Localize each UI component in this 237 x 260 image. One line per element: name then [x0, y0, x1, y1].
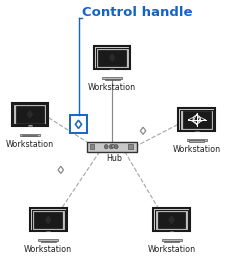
Bar: [28, 124, 32, 126]
Polygon shape: [169, 216, 174, 223]
Text: Workstation: Workstation: [6, 140, 54, 148]
Bar: [96, 48, 129, 68]
Bar: [153, 209, 190, 231]
Polygon shape: [58, 166, 64, 173]
Text: Control handle: Control handle: [82, 6, 193, 20]
Bar: [158, 212, 185, 228]
Bar: [46, 230, 50, 231]
Bar: [170, 230, 173, 231]
Bar: [14, 104, 46, 124]
Circle shape: [114, 145, 118, 149]
Bar: [187, 139, 207, 141]
Bar: [178, 108, 215, 131]
Bar: [102, 77, 122, 79]
Bar: [162, 239, 182, 241]
Bar: [180, 109, 213, 129]
Bar: [189, 140, 204, 142]
Polygon shape: [46, 216, 51, 223]
Polygon shape: [27, 111, 32, 118]
Polygon shape: [110, 54, 115, 61]
Text: Workstation: Workstation: [24, 245, 72, 254]
Polygon shape: [75, 120, 82, 128]
Bar: [110, 68, 114, 69]
Bar: [38, 239, 58, 241]
Text: Workstation: Workstation: [88, 83, 136, 92]
Bar: [12, 103, 48, 126]
Bar: [32, 210, 65, 230]
Bar: [183, 111, 211, 128]
Bar: [128, 144, 133, 150]
Bar: [16, 106, 44, 122]
Bar: [155, 210, 188, 230]
Bar: [94, 46, 131, 69]
Text: Workstation: Workstation: [173, 145, 221, 154]
Bar: [20, 134, 40, 135]
Polygon shape: [140, 127, 146, 134]
Bar: [105, 79, 120, 80]
Bar: [70, 115, 87, 133]
Text: Hub: Hub: [107, 154, 123, 163]
Bar: [195, 129, 199, 131]
Circle shape: [109, 145, 113, 149]
Circle shape: [104, 145, 108, 149]
Bar: [87, 142, 137, 152]
Bar: [98, 50, 126, 66]
Circle shape: [112, 145, 115, 148]
Bar: [22, 135, 37, 137]
Bar: [90, 144, 94, 150]
Bar: [41, 241, 56, 242]
Bar: [30, 209, 67, 231]
Text: Workstation: Workstation: [148, 245, 196, 254]
Bar: [164, 241, 179, 242]
Bar: [34, 212, 62, 228]
